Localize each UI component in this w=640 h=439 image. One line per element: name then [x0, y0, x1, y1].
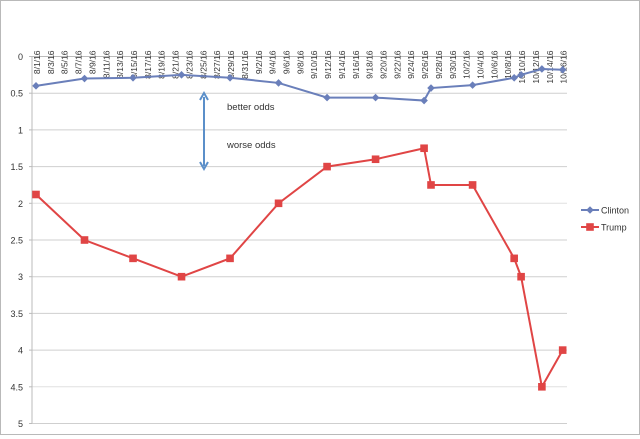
y-axis: 0 0.5 1 1.5 2 2.5 3 3.5 4 4.5 5 — [10, 52, 33, 429]
diamond-marker — [129, 73, 137, 82]
x-tick-label: 8/17/16 — [143, 50, 153, 79]
x-tick-label: 9/16/16 — [351, 50, 361, 79]
square-marker — [420, 144, 428, 153]
square-marker — [80, 236, 89, 244]
x-tick-label: 8/23/16 — [184, 50, 194, 79]
y-tick-label: 3.5 — [10, 309, 23, 319]
y-tick-label: 4 — [18, 346, 23, 356]
x-tick-label: 8/21/16 — [171, 50, 181, 79]
x-tick-label: 10/10/16 — [517, 50, 527, 83]
x-tick-label: 8/11/16 — [101, 50, 111, 78]
x-tick-label: 9/28/16 — [434, 50, 444, 79]
x-tick-label: 10/12/16 — [531, 50, 541, 83]
data-series — [32, 65, 567, 391]
square-marker — [538, 383, 546, 391]
square-marker — [468, 181, 477, 189]
y-tick-label: 2 — [18, 199, 23, 209]
y-tick-label: 0.5 — [10, 89, 23, 99]
y-tick-label: 1 — [18, 125, 23, 135]
x-tick-label: 9/30/16 — [448, 50, 458, 79]
square-marker — [510, 254, 518, 263]
x-axis: 8/1/16 8/3/16 8/5/16 8/7/16 8/9/16 8/11/16 8/1… — [32, 50, 569, 84]
x-tick-label: 8/7/16 — [74, 50, 84, 74]
x-tick-label: 9/14/16 — [337, 50, 347, 79]
legend-label-trump: Trump — [601, 223, 627, 233]
square-marker — [558, 346, 567, 354]
x-tick-label: 8/27/16 — [212, 50, 222, 79]
diamond-marker — [420, 96, 428, 105]
diamond-marker — [586, 206, 594, 214]
y-tick-label: 0 — [18, 52, 23, 62]
x-tick-label: 8/25/16 — [198, 50, 208, 79]
x-tick-label: 9/12/16 — [323, 50, 333, 79]
x-tick-label: 9/2/16 — [254, 50, 264, 74]
square-marker — [371, 155, 380, 164]
x-tick-label: 10/2/16 — [462, 50, 472, 79]
square-marker — [226, 254, 234, 263]
square-marker — [177, 272, 186, 281]
x-tick-label: 9/18/16 — [365, 50, 375, 79]
y-tick-label: 3 — [18, 272, 23, 282]
x-tick-label: 8/9/16 — [87, 50, 97, 74]
x-tick-label: 10/8/16 — [503, 50, 513, 79]
x-tick-label: 8/3/16 — [46, 50, 56, 74]
diamond-marker — [538, 65, 546, 73]
y-tick-label: 4.5 — [10, 382, 23, 392]
square-marker — [517, 272, 525, 281]
diamond-marker — [468, 81, 477, 89]
x-tick-label: 8/15/16 — [129, 50, 139, 79]
diamond-marker — [226, 73, 234, 82]
square-marker — [274, 199, 283, 208]
annotation-worse-odds: worse odds — [226, 140, 276, 151]
x-tick-label: 8/19/16 — [157, 50, 167, 79]
legend: Clinton Trump — [581, 206, 629, 233]
annotation-better-odds: better odds — [227, 102, 275, 113]
arrow-up-icon — [199, 90, 209, 101]
x-tick-label: 9/6/16 — [281, 50, 291, 74]
square-marker — [32, 190, 40, 199]
diamond-marker — [80, 74, 89, 83]
square-marker — [323, 162, 331, 171]
diamond-marker — [510, 73, 518, 82]
x-tick-label: 9/26/16 — [420, 50, 430, 79]
square-marker — [427, 181, 435, 189]
x-tick-label: 10/6/16 — [489, 50, 499, 79]
series-trump — [32, 144, 567, 391]
x-tick-label: 10/4/16 — [476, 50, 486, 79]
square-marker — [586, 223, 594, 231]
x-tick-label: 8/13/16 — [115, 50, 125, 79]
odds-arrow — [199, 90, 209, 172]
x-tick-label: 9/22/16 — [392, 50, 402, 79]
legend-label-clinton: Clinton — [601, 206, 629, 216]
x-tick-label: 8/31/16 — [240, 50, 250, 79]
diamond-marker — [177, 71, 186, 79]
square-marker — [129, 254, 137, 263]
x-tick-label: 9/4/16 — [268, 50, 278, 74]
x-tick-label: 10/14/16 — [545, 50, 555, 83]
x-tick-label: 9/8/16 — [295, 50, 305, 74]
y-tick-label: 5 — [18, 419, 23, 429]
x-tick-label: 8/29/16 — [226, 50, 236, 79]
diamond-marker — [517, 71, 525, 79]
diamond-marker — [32, 82, 40, 90]
x-tick-label: 8/1/16 — [32, 50, 42, 74]
diamond-marker — [558, 65, 567, 74]
series-clinton — [32, 65, 567, 105]
x-tick-label: 8/5/16 — [60, 50, 70, 74]
y-tick-label: 2.5 — [10, 236, 23, 246]
y-tick-label: 1.5 — [10, 162, 23, 172]
x-tick-label: 9/20/16 — [379, 50, 389, 79]
x-tick-label: 9/24/16 — [406, 50, 416, 79]
diamond-marker — [427, 84, 435, 92]
diamond-marker — [323, 93, 331, 102]
arrow-down-icon — [199, 161, 209, 172]
diamond-marker — [274, 79, 283, 87]
x-tick-label: 9/10/16 — [309, 50, 319, 79]
diamond-marker — [371, 93, 380, 102]
gridlines — [32, 92, 567, 424]
